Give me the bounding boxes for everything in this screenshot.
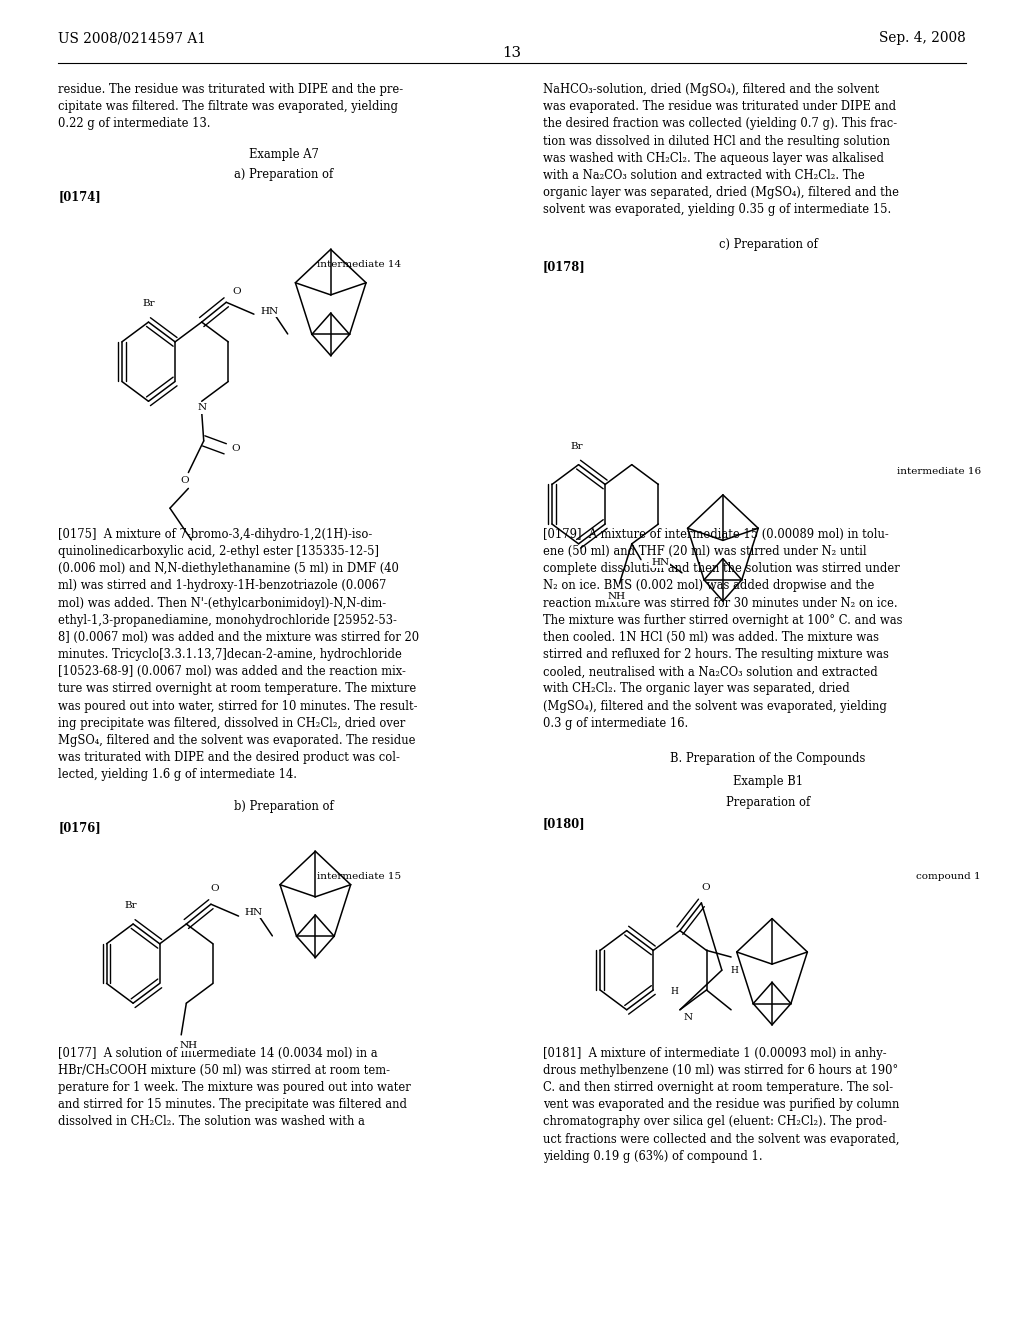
Text: NH: NH <box>179 1041 198 1049</box>
Text: O: O <box>701 883 710 891</box>
Text: compound 1: compound 1 <box>916 873 981 882</box>
Text: perature for 1 week. The mixture was poured out into water: perature for 1 week. The mixture was pou… <box>58 1081 411 1094</box>
Text: complete dissolution and then the solution was stirred under: complete dissolution and then the soluti… <box>543 562 899 576</box>
Text: intermediate 15: intermediate 15 <box>317 873 401 882</box>
Text: with a Na₂CO₃ solution and extracted with CH₂Cl₂. The: with a Na₂CO₃ solution and extracted wit… <box>543 169 864 182</box>
Text: N₂ on ice. BMS (0.002 mol) was added dropwise and the: N₂ on ice. BMS (0.002 mol) was added dro… <box>543 579 874 593</box>
Text: and stirred for 15 minutes. The precipitate was filtered and: and stirred for 15 minutes. The precipit… <box>58 1098 408 1111</box>
Text: vent was evaporated and the residue was purified by column: vent was evaporated and the residue was … <box>543 1098 899 1111</box>
Text: B. Preparation of the Compounds: B. Preparation of the Compounds <box>671 752 865 766</box>
Text: Example A7: Example A7 <box>249 148 318 161</box>
Text: [0178]: [0178] <box>543 260 586 273</box>
Text: was poured out into water, stirred for 10 minutes. The result-: was poured out into water, stirred for 1… <box>58 700 418 713</box>
Text: cipitate was filtered. The filtrate was evaporated, yielding: cipitate was filtered. The filtrate was … <box>58 100 398 114</box>
Text: reaction mixture was stirred for 30 minutes under N₂ on ice.: reaction mixture was stirred for 30 minu… <box>543 597 897 610</box>
Text: [0175]  A mixture of 7-bromo-3,4-dihydro-1,2(1H)-iso-: [0175] A mixture of 7-bromo-3,4-dihydro-… <box>58 528 373 541</box>
Text: mol) was added. Then N'-(ethylcarbonimidoyl)-N,N-dim-: mol) was added. Then N'-(ethylcarbonimid… <box>58 597 386 610</box>
Text: Sep. 4, 2008: Sep. 4, 2008 <box>879 32 966 45</box>
Text: uct fractions were collected and the solvent was evaporated,: uct fractions were collected and the sol… <box>543 1133 899 1146</box>
Text: NaHCO₃-solution, dried (MgSO₄), filtered and the solvent: NaHCO₃-solution, dried (MgSO₄), filtered… <box>543 83 879 96</box>
Text: Br: Br <box>125 902 137 909</box>
Text: b) Preparation of: b) Preparation of <box>233 800 334 813</box>
Text: O: O <box>231 445 240 453</box>
Text: a) Preparation of: a) Preparation of <box>234 168 333 181</box>
Text: cooled, neutralised with a Na₂CO₃ solution and extracted: cooled, neutralised with a Na₂CO₃ soluti… <box>543 665 878 678</box>
Text: [0176]: [0176] <box>58 821 101 834</box>
Text: dissolved in CH₂Cl₂. The solution was washed with a: dissolved in CH₂Cl₂. The solution was wa… <box>58 1115 366 1129</box>
Text: The mixture was further stirred overnight at 100° C. and was: The mixture was further stirred overnigh… <box>543 614 902 627</box>
Text: HN: HN <box>245 908 263 916</box>
Text: intermediate 14: intermediate 14 <box>317 260 401 269</box>
Text: ene (50 ml) and THF (20 ml) was stirred under N₂ until: ene (50 ml) and THF (20 ml) was stirred … <box>543 545 866 558</box>
Text: solvent was evaporated, yielding 0.35 g of intermediate 15.: solvent was evaporated, yielding 0.35 g … <box>543 203 891 216</box>
Text: was evaporated. The residue was triturated under DIPE and: was evaporated. The residue was triturat… <box>543 100 896 114</box>
Text: intermediate 16: intermediate 16 <box>897 467 981 477</box>
Text: stirred and refluxed for 2 hours. The resulting mixture was: stirred and refluxed for 2 hours. The re… <box>543 648 889 661</box>
Text: MgSO₄, filtered and the solvent was evaporated. The residue: MgSO₄, filtered and the solvent was evap… <box>58 734 416 747</box>
Text: then cooled. 1N HCl (50 ml) was added. The mixture was: then cooled. 1N HCl (50 ml) was added. T… <box>543 631 879 644</box>
Text: 8] (0.0067 mol) was added and the mixture was stirred for 20: 8] (0.0067 mol) was added and the mixtur… <box>58 631 420 644</box>
Text: drous methylbenzene (10 ml) was stirred for 6 hours at 190°: drous methylbenzene (10 ml) was stirred … <box>543 1064 898 1077</box>
Text: yielding 0.19 g (63%) of compound 1.: yielding 0.19 g (63%) of compound 1. <box>543 1150 762 1163</box>
Text: ing precipitate was filtered, dissolved in CH₂Cl₂, dried over: ing precipitate was filtered, dissolved … <box>58 717 406 730</box>
Text: chromatography over silica gel (eluent: CH₂Cl₂). The prod-: chromatography over silica gel (eluent: … <box>543 1115 887 1129</box>
Text: H: H <box>671 987 679 995</box>
Text: c) Preparation of: c) Preparation of <box>719 238 817 251</box>
Text: 13: 13 <box>503 46 521 59</box>
Text: NH: NH <box>607 593 626 601</box>
Text: with CH₂Cl₂. The organic layer was separated, dried: with CH₂Cl₂. The organic layer was separ… <box>543 682 850 696</box>
Text: (0.006 mol) and N,N-diethylethanamine (5 ml) in DMF (40: (0.006 mol) and N,N-diethylethanamine (5… <box>58 562 399 576</box>
Text: quinolinedicarboxylic acid, 2-ethyl ester [135335-12-5]: quinolinedicarboxylic acid, 2-ethyl este… <box>58 545 379 558</box>
Text: 0.3 g of intermediate 16.: 0.3 g of intermediate 16. <box>543 717 688 730</box>
Text: [0180]: [0180] <box>543 817 586 830</box>
Text: HN: HN <box>260 308 279 315</box>
Text: HBr/CH₃COOH mixture (50 ml) was stirred at room tem-: HBr/CH₃COOH mixture (50 ml) was stirred … <box>58 1064 390 1077</box>
Text: N: N <box>684 1014 692 1022</box>
Text: Example B1: Example B1 <box>733 775 803 788</box>
Text: [0177]  A solution of intermediate 14 (0.0034 mol) in a: [0177] A solution of intermediate 14 (0.… <box>58 1047 378 1060</box>
Text: was washed with CH₂Cl₂. The aqueous layer was alkalised: was washed with CH₂Cl₂. The aqueous laye… <box>543 152 884 165</box>
Text: minutes. Tricyclo[3.3.1.13,7]decan-2-amine, hydrochloride: minutes. Tricyclo[3.3.1.13,7]decan-2-ami… <box>58 648 402 661</box>
Text: HN: HN <box>651 558 670 566</box>
Text: ml) was stirred and 1-hydroxy-1H-benzotriazole (0.0067: ml) was stirred and 1-hydroxy-1H-benzotr… <box>58 579 387 593</box>
Text: 0.22 g of intermediate 13.: 0.22 g of intermediate 13. <box>58 117 211 131</box>
Text: (MgSO₄), filtered and the solvent was evaporated, yielding: (MgSO₄), filtered and the solvent was ev… <box>543 700 887 713</box>
Text: tion was dissolved in diluted HCl and the resulting solution: tion was dissolved in diluted HCl and th… <box>543 135 890 148</box>
Text: was triturated with DIPE and the desired product was col-: was triturated with DIPE and the desired… <box>58 751 400 764</box>
Text: [0181]  A mixture of intermediate 1 (0.00093 mol) in anhy-: [0181] A mixture of intermediate 1 (0.00… <box>543 1047 887 1060</box>
Text: O: O <box>232 288 241 296</box>
Text: N: N <box>198 404 206 412</box>
Text: C. and then stirred overnight at room temperature. The sol-: C. and then stirred overnight at room te… <box>543 1081 893 1094</box>
Text: H: H <box>730 966 738 974</box>
Text: the desired fraction was collected (yielding 0.7 g). This frac-: the desired fraction was collected (yiel… <box>543 117 897 131</box>
Text: O: O <box>211 884 219 892</box>
Text: O: O <box>180 477 188 484</box>
Text: [0179]  A mixture of intermediate 15 (0.00089 mol) in tolu-: [0179] A mixture of intermediate 15 (0.0… <box>543 528 889 541</box>
Text: [10523-68-9] (0.0067 mol) was added and the reaction mix-: [10523-68-9] (0.0067 mol) was added and … <box>58 665 407 678</box>
Text: Br: Br <box>570 442 583 450</box>
Text: Br: Br <box>142 300 155 308</box>
Text: Preparation of: Preparation of <box>726 796 810 809</box>
Text: organic layer was separated, dried (MgSO₄), filtered and the: organic layer was separated, dried (MgSO… <box>543 186 899 199</box>
Text: ture was stirred overnight at room temperature. The mixture: ture was stirred overnight at room tempe… <box>58 682 417 696</box>
Text: [0174]: [0174] <box>58 190 101 203</box>
Text: US 2008/0214597 A1: US 2008/0214597 A1 <box>58 32 206 45</box>
Text: lected, yielding 1.6 g of intermediate 14.: lected, yielding 1.6 g of intermediate 1… <box>58 768 297 781</box>
Text: residue. The residue was triturated with DIPE and the pre-: residue. The residue was triturated with… <box>58 83 403 96</box>
Text: ethyl-1,3-propanediamine, monohydrochloride [25952-53-: ethyl-1,3-propanediamine, monohydrochlor… <box>58 614 397 627</box>
